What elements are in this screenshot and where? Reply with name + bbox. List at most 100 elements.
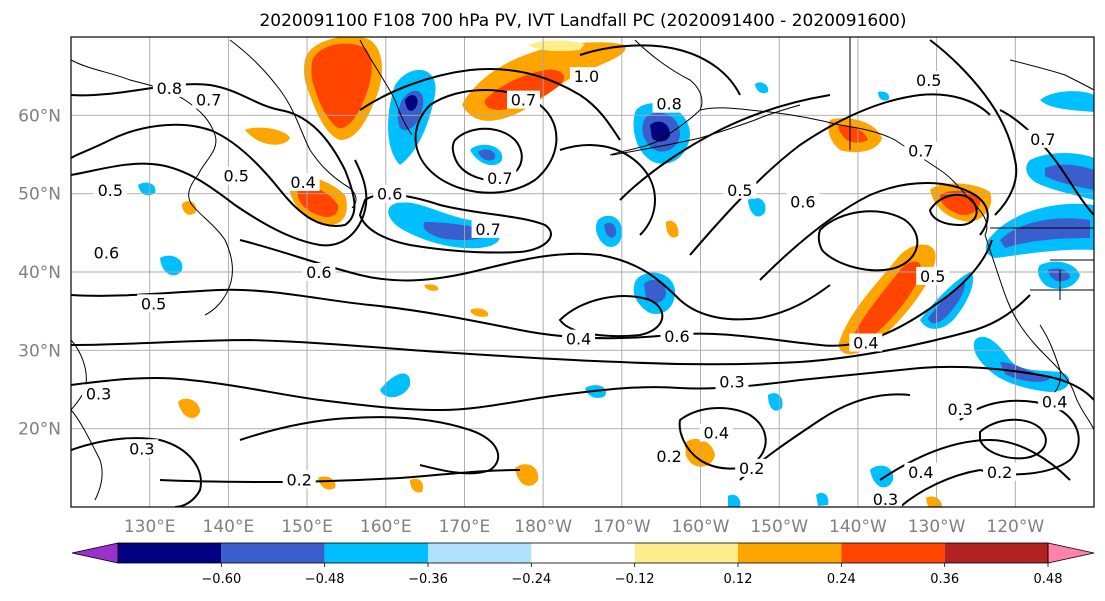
colorbar-tick-label: 0.36 <box>930 572 959 587</box>
contour-line <box>71 437 202 507</box>
contour-line <box>959 399 1080 476</box>
contour-label: 0.4 <box>566 330 591 349</box>
colorbar-tick-label: 0.48 <box>1034 572 1063 587</box>
shade-neg <box>644 279 666 303</box>
contour-line <box>159 469 521 484</box>
graticule <box>71 37 1094 507</box>
contour-line <box>358 193 552 254</box>
contour-label-bg <box>1026 129 1060 148</box>
contour-label-bg <box>912 71 946 90</box>
shade-neg <box>405 95 418 111</box>
contour-label-bg <box>699 423 733 442</box>
longitude-label: 130°W <box>908 517 966 537</box>
contour-label: 0.7 <box>475 220 500 239</box>
longitude-label: 180°W <box>514 517 572 537</box>
contour-label: 0.3 <box>719 373 744 392</box>
contour-line <box>71 294 1031 366</box>
shade-neg <box>138 182 156 196</box>
contour-label-bg <box>660 327 694 346</box>
contour-label-bg <box>916 266 950 285</box>
colorbar: −0.60 −0.48 −0.36 −0.24 −0.12 0.12 0.24 0.36 0.4… <box>71 542 1095 587</box>
contour-line <box>817 210 919 272</box>
longitude-label: 170°W <box>593 517 651 537</box>
shade-pos <box>926 496 942 507</box>
contour-label-bg <box>849 333 883 352</box>
contour-label-bg <box>786 192 820 211</box>
shade-neg <box>478 149 496 161</box>
contour-label-bg <box>1038 392 1072 411</box>
contour-label-bg <box>569 67 603 86</box>
figure-title: 2020091100 F108 700 hPa PV, IVT Landfall… <box>259 11 906 31</box>
longitude-label: 140°E <box>203 517 255 537</box>
contour-label-bg <box>723 180 757 199</box>
contour-label: 0.5 <box>98 181 123 200</box>
contour-label: 0.2 <box>987 463 1012 482</box>
contour-label: 1.0 <box>574 67 599 86</box>
shade-neg <box>1040 91 1094 112</box>
contour-line <box>414 89 558 194</box>
coastline-us-west <box>984 234 1094 431</box>
contour-label: 0.8 <box>656 95 681 114</box>
shade-neg <box>728 494 741 507</box>
coastline-philippines <box>71 409 103 501</box>
contour-label: 0.5 <box>916 71 941 90</box>
shade-pos <box>684 438 715 467</box>
shade-pos <box>470 308 489 317</box>
contour-label-bg <box>506 90 540 109</box>
contour-label-bg <box>904 462 938 481</box>
contour-label: 0.8 <box>157 79 182 98</box>
contour-line <box>579 44 741 96</box>
contour-label: 0.3 <box>86 384 111 403</box>
longitude-label: 120°W <box>986 517 1044 537</box>
contour-label-bg <box>302 263 336 281</box>
contour-label-bg <box>943 400 977 419</box>
colorbar-tick-label: −0.36 <box>408 572 448 587</box>
contour-label: 0.4 <box>704 424 729 443</box>
latitude-label: 20°N <box>18 420 61 440</box>
contour-label: 0.6 <box>377 185 402 204</box>
contour-label: 0.2 <box>656 447 681 466</box>
colorbar-tick-label: 0.24 <box>827 572 856 587</box>
contour-label-bg <box>93 180 127 199</box>
contour-label-bg <box>89 243 123 262</box>
contour-labels: 0.8 0.7 0.5 0.4 0.5 0.6 0.5 0.6 0.6 0.7 1.0 0.8 0.7 0… <box>82 67 1072 509</box>
longitude-label: 160°E <box>360 517 412 537</box>
colorbar-extend-low <box>71 542 119 564</box>
contour-label-bg <box>373 184 407 203</box>
shade-pos <box>940 190 981 216</box>
contour-label-bg <box>735 458 769 477</box>
shade-neg <box>160 255 183 276</box>
contour-label-bg <box>983 462 1017 481</box>
colorbar-segment <box>944 543 1048 563</box>
shade-pos <box>178 398 200 418</box>
contour-label-bg <box>715 372 749 391</box>
colorbar-tick-label: −0.12 <box>615 572 655 587</box>
shade-pos <box>515 464 539 486</box>
shade-pos <box>852 261 921 343</box>
map: 0.8 0.7 0.5 0.4 0.5 0.6 0.5 0.6 0.6 0.7 1.0 0.8 0.7 0… <box>70 36 1095 509</box>
shade-pos <box>528 40 585 52</box>
shade-pos <box>182 201 197 215</box>
shade-pos <box>424 284 439 291</box>
contour-label: 0.2 <box>739 459 764 478</box>
shade-pos <box>666 220 679 238</box>
contour-label: 0.7 <box>511 91 536 110</box>
longitude-labels: 130°E 140°E 150°E 160°E 170°E 180°W 170°W 160°W… <box>124 517 1045 537</box>
contour-label: 0.3 <box>873 490 898 509</box>
contour-line <box>239 239 831 321</box>
contour-label-bg <box>286 172 320 191</box>
map-frame <box>70 36 1095 508</box>
contour-label: 0.4 <box>908 463 933 482</box>
shade-pos <box>838 125 868 143</box>
contour-label: 0.3 <box>129 439 154 458</box>
contour-line <box>979 418 1047 460</box>
contour-label-bg <box>219 166 253 185</box>
shade-neg <box>604 222 617 238</box>
contour-label: 0.3 <box>947 400 972 419</box>
shade-neg <box>1000 218 1090 248</box>
shade-neg <box>755 82 769 94</box>
shade-neg <box>870 465 894 488</box>
latitude-label: 30°N <box>18 341 61 361</box>
contour-line <box>759 182 989 281</box>
